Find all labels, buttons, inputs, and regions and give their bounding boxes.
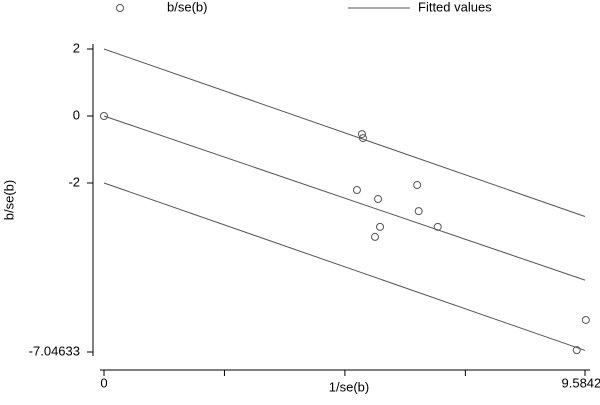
legend-label: b/se(b) bbox=[167, 0, 207, 14]
x-axis-title: 1/se(b) bbox=[329, 379, 369, 394]
point bbox=[372, 233, 379, 240]
y-tick-label: 0 bbox=[73, 107, 80, 122]
fitted-line bbox=[104, 49, 585, 350]
point bbox=[353, 187, 360, 194]
point bbox=[375, 196, 382, 203]
point bbox=[377, 223, 384, 230]
point bbox=[415, 208, 422, 215]
y-tick-label: -7.04633 bbox=[29, 343, 80, 358]
legend-label: Fitted values bbox=[418, 0, 492, 14]
y-tick-label: 2 bbox=[73, 40, 80, 55]
y-axis-title: b/se(b) bbox=[1, 180, 16, 220]
x-tick-label: 0 bbox=[100, 375, 107, 390]
legend-marker bbox=[117, 5, 124, 12]
point bbox=[414, 181, 421, 188]
point bbox=[582, 316, 589, 323]
y-tick-label: -2 bbox=[68, 174, 80, 189]
x-tick-label: 9.58421 bbox=[562, 375, 600, 390]
